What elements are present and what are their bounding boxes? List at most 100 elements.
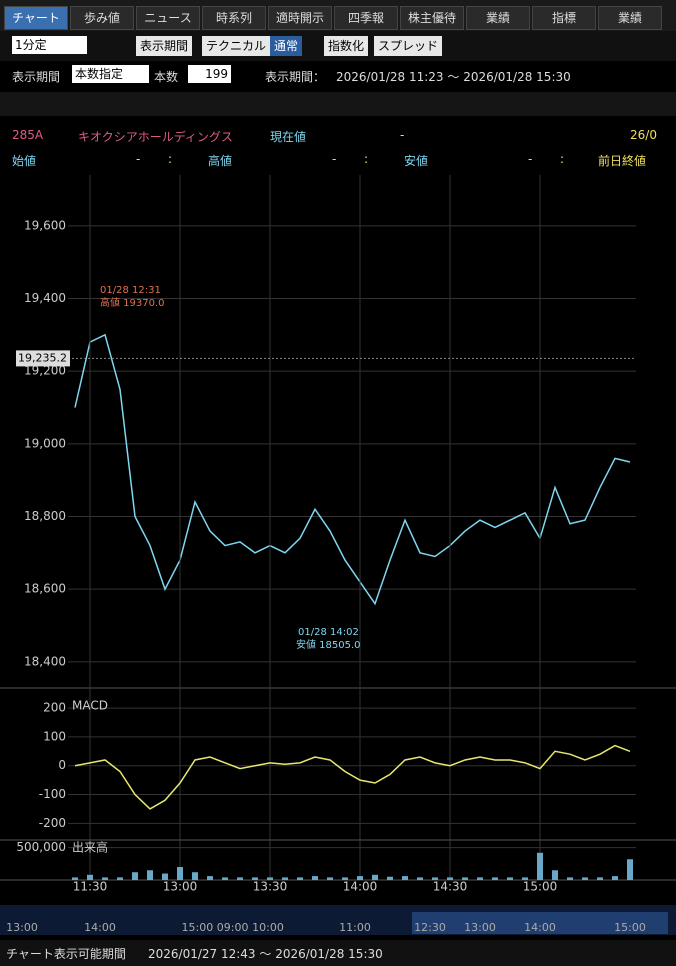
navigator-tick: 13:00 xyxy=(6,921,38,934)
volume-bar xyxy=(477,877,483,880)
chart: 19,600 19,400 19,200 19,000 18,800 18,600 18,4… xyxy=(0,175,676,935)
volume-bar xyxy=(597,877,603,880)
toolbar-button[interactable]: スプレッド xyxy=(374,36,443,56)
volume-bar xyxy=(417,877,423,880)
volume-bar xyxy=(522,877,528,880)
ohlc-sep: : xyxy=(168,152,173,166)
volume-bar xyxy=(552,870,558,880)
code: 285A xyxy=(12,128,44,142)
toolbar-button[interactable]: 表示期間 xyxy=(136,36,193,56)
volume-bar xyxy=(582,877,588,880)
footer-range: 2026/01/27 12:43 〜 2026/01/28 15:30 xyxy=(148,947,383,961)
price-label: 現在値 xyxy=(270,130,307,144)
tab[interactable]: 四季報 xyxy=(334,6,398,30)
y-tick-label: 18,800 xyxy=(24,509,66,523)
y-tick-label: 19,200 xyxy=(24,364,66,378)
volume-bar xyxy=(357,876,363,880)
ohlc-label: 安値 xyxy=(404,154,429,168)
tab[interactable]: 業績 xyxy=(598,6,662,30)
navigator-window xyxy=(412,912,668,934)
range-label: 表示期間： xyxy=(265,70,326,84)
volume-bar xyxy=(627,859,633,880)
navigator-tick: 11:00 xyxy=(339,921,371,934)
x-tick-label: 13:00 xyxy=(163,880,198,894)
ohlc-value: - xyxy=(528,152,533,166)
volume-bar xyxy=(432,877,438,880)
mode-select[interactable]: 本数指定 xyxy=(72,65,149,83)
toolbar-button[interactable]: 指数化 xyxy=(324,36,369,56)
footer-label: チャート表示可能期間 xyxy=(6,947,126,961)
volume-bar xyxy=(462,877,468,880)
tab[interactable]: 歩み値 xyxy=(70,6,134,30)
volume-bar xyxy=(177,867,183,880)
marker-box xyxy=(16,350,70,367)
x-tick-label: 14:30 xyxy=(433,880,468,894)
navigator-tick: 15:00 09:00 xyxy=(182,921,249,934)
volume-bar xyxy=(72,877,78,880)
volume-bar xyxy=(342,877,348,880)
tab[interactable]: 時系列 xyxy=(202,6,266,30)
price: - xyxy=(400,128,405,142)
volume-bar xyxy=(192,872,198,880)
tab-bar: チャート 歩み値 ニュース 時系列 適時開示 四季報 株主優待 業績 指標 業績 xyxy=(0,0,676,31)
range: 2026/01/28 11:23 〜 2026/01/28 15:30 xyxy=(336,70,571,84)
tab[interactable]: 適時開示 xyxy=(268,6,332,30)
annotation-text: 高値 19370.0 xyxy=(100,296,165,309)
tab[interactable]: 指標 xyxy=(532,6,596,30)
ohlc-label: 高値 xyxy=(208,154,233,168)
volume-bar xyxy=(402,876,408,880)
volume-bar xyxy=(447,877,453,880)
price-line xyxy=(74,333,631,606)
y-tick-label: 100 xyxy=(43,729,66,743)
volume-bar xyxy=(237,877,243,880)
y-tick-label: 18,600 xyxy=(24,582,66,596)
tab[interactable]: ニュース xyxy=(136,6,200,30)
y-tick-label: 19,600 xyxy=(24,218,66,232)
x-tick-label: 15:00 xyxy=(523,880,558,894)
count-label: 本数 xyxy=(154,70,179,84)
navigator-tick: 14:00 xyxy=(84,921,116,934)
date: 26/0 xyxy=(630,128,657,142)
volume-bar xyxy=(117,877,123,880)
volume-bar xyxy=(567,877,573,880)
ohlc-label: 始値 xyxy=(12,154,37,168)
toolbar-button[interactable]: 通常 xyxy=(270,36,303,56)
annotation-time: 01/28 14:02 xyxy=(298,627,359,638)
volume-bar xyxy=(102,877,108,880)
y-tick-label: 19,400 xyxy=(24,291,66,305)
annotation-time: 01/28 12:31 xyxy=(100,285,161,296)
interval-select[interactable]: 1分定 xyxy=(12,36,87,54)
volume-bar xyxy=(297,877,303,880)
panel-title: 出来高 xyxy=(72,840,108,855)
y-tick-label: 200 xyxy=(43,701,66,715)
count-input[interactable]: 199 xyxy=(188,65,231,83)
toolbar: 1分定 表示期間 テクニカル 通常 指数化 スプレッド xyxy=(0,31,676,61)
y-tick-label: -200 xyxy=(39,816,66,830)
x-tick-label: 13:30 xyxy=(253,880,288,894)
y-tick-label: 18,400 xyxy=(24,654,66,668)
annotation-text: 安値 18505.0 xyxy=(296,638,361,651)
tab[interactable]: チャート xyxy=(4,6,68,30)
volume-bar xyxy=(132,872,138,880)
volume-bar xyxy=(87,874,93,880)
volume-bar xyxy=(222,877,228,880)
volume-bar xyxy=(252,877,258,880)
y-tick-label: 500,000 xyxy=(16,840,66,854)
y-tick-label: 19,000 xyxy=(24,436,66,450)
volume-bar xyxy=(267,877,273,880)
x-tick-label: 11:30 xyxy=(73,880,108,894)
volume-bar xyxy=(327,877,333,880)
navigator-tick: 15:00 xyxy=(614,921,646,934)
toolbar-button[interactable]: テクニカル xyxy=(202,36,271,56)
volume-bar xyxy=(387,876,393,880)
volume-bar xyxy=(372,874,378,880)
volume-bar xyxy=(492,877,498,880)
tab[interactable]: 業績 xyxy=(466,6,530,30)
volume-bar xyxy=(537,852,543,880)
name: キオクシアホールディングス xyxy=(78,130,233,144)
drawing-tools xyxy=(0,92,676,116)
navigator-tick: 13:00 xyxy=(464,921,496,934)
tab[interactable]: 株主優待 xyxy=(400,6,464,30)
navigator-tick: 14:00 xyxy=(524,921,556,934)
